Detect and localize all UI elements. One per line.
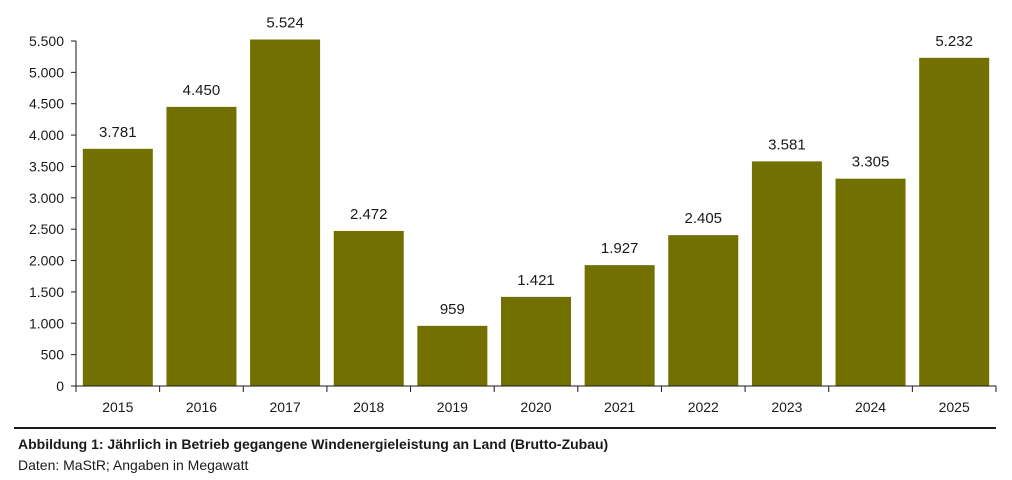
x-tick-label-2016: 2016 xyxy=(186,399,217,415)
bar-2017 xyxy=(250,39,321,387)
bar-2021 xyxy=(584,265,655,386)
y-axis: 0 500 1.000 1.500 2.000 2.500 3.000 3.500 4.000 4… xyxy=(29,33,77,394)
x-tick-label-2018: 2018 xyxy=(353,399,384,415)
data-label-2020: 1.421 xyxy=(517,272,555,289)
y-tick-label: 4.500 xyxy=(29,96,64,112)
data-label-2018: 2.472 xyxy=(350,206,388,223)
x-tick-label-2023: 2023 xyxy=(771,399,802,415)
bar-2020 xyxy=(501,296,571,386)
data-label-2015: 3.781 xyxy=(99,124,137,141)
x-tick-label-2020: 2020 xyxy=(520,399,551,415)
x-tick-label-2015: 2015 xyxy=(102,399,133,415)
y-tick-label: 5.500 xyxy=(29,33,64,49)
y-tick-label: 3.500 xyxy=(29,158,64,174)
bar-chart: 0 500 1.000 1.500 2.000 2.500 3.000 3.500 4.000 4… xyxy=(29,14,997,415)
bar-2019 xyxy=(417,325,488,386)
data-label-2024: 3.305 xyxy=(852,154,890,171)
bar-2022 xyxy=(668,235,739,386)
x-axis: 2015 2016 2017 2018 2019 2020 2021 2022 2023 2024… xyxy=(75,385,997,415)
y-tick-label: 3.000 xyxy=(29,190,64,206)
bar-2024 xyxy=(835,178,906,386)
x-tick-label-2019: 2019 xyxy=(437,399,468,415)
figure-caption-source: Daten: MaStR; Angaben in Megawatt xyxy=(18,457,249,473)
caption-divider xyxy=(14,427,996,429)
x-tick-label-2017: 2017 xyxy=(270,399,301,415)
bar-2016 xyxy=(166,106,237,386)
bar-2023 xyxy=(751,161,822,386)
x-tick-label-2025: 2025 xyxy=(939,399,970,415)
x-tick-label-2021: 2021 xyxy=(604,399,635,415)
x-tick-label-2024: 2024 xyxy=(855,399,886,415)
y-tick-label: 5.000 xyxy=(29,64,64,80)
y-tick-label: 2.000 xyxy=(29,253,64,269)
bar-2015 xyxy=(82,148,153,386)
bar-2025 xyxy=(919,57,990,386)
bar-2018 xyxy=(333,230,404,386)
data-label-2025: 5.232 xyxy=(935,33,973,50)
y-tick-label: 1.000 xyxy=(29,315,64,331)
data-label-2016: 4.450 xyxy=(183,82,221,99)
x-tick-label-2022: 2022 xyxy=(688,399,719,415)
y-tick-label: 500 xyxy=(41,347,65,363)
figure-caption-title: Abbildung 1: Jährlich in Betrieb gegange… xyxy=(18,436,609,452)
y-tick-label: 4.000 xyxy=(29,127,64,143)
y-tick-label: 0 xyxy=(56,378,64,394)
data-label-2021: 1.927 xyxy=(601,240,639,257)
data-label-2023: 3.581 xyxy=(768,136,806,153)
bars: 3.781 4.450 5.524 2.472 959 1.421 1.927 2.405 3.… xyxy=(82,14,990,387)
y-tick-label: 2.500 xyxy=(29,221,64,237)
data-label-2017: 5.524 xyxy=(266,14,304,31)
data-label-2022: 2.405 xyxy=(684,210,722,227)
y-tick-label: 1.500 xyxy=(29,284,64,300)
data-label-2019: 959 xyxy=(440,301,465,318)
